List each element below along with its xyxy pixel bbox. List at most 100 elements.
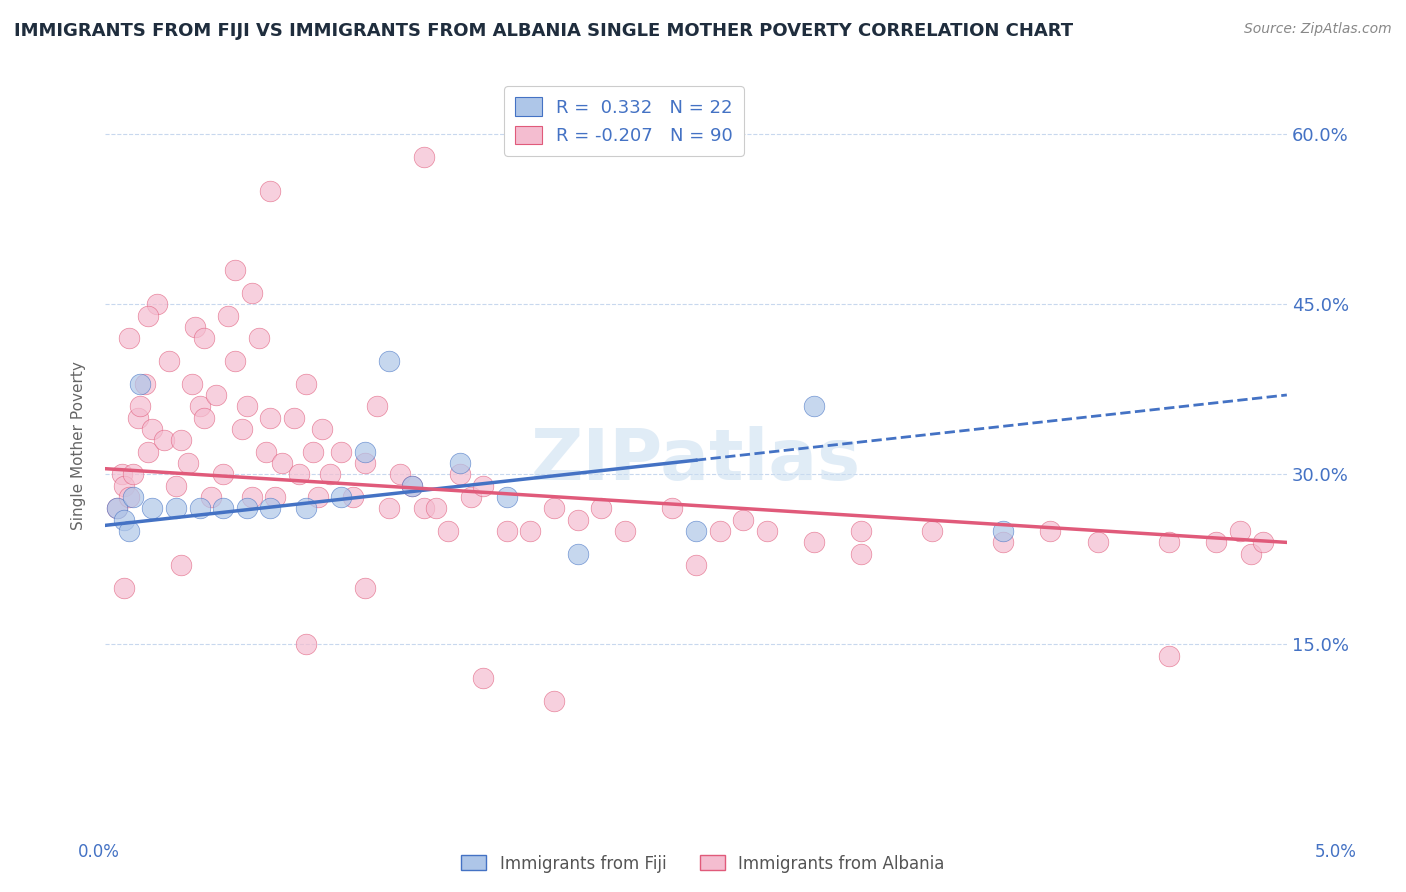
Point <box>193 331 215 345</box>
Point <box>1087 535 1109 549</box>
Point <box>567 547 589 561</box>
Point <box>449 467 471 482</box>
Point <box>1240 547 1263 561</box>
Point <box>591 501 613 516</box>
Point <box>271 456 294 470</box>
Point <box>1229 524 1251 538</box>
Point <box>165 501 187 516</box>
Point <box>295 501 318 516</box>
Point <box>136 444 159 458</box>
Point <box>224 354 246 368</box>
Point <box>157 354 180 368</box>
Point <box>436 524 458 538</box>
Point <box>295 637 318 651</box>
Point <box>495 490 517 504</box>
Point <box>288 467 311 482</box>
Point <box>851 524 873 538</box>
Point <box>661 501 683 516</box>
Point <box>709 524 731 538</box>
Point <box>117 524 139 538</box>
Point <box>460 490 482 504</box>
Point <box>240 285 263 300</box>
Point <box>205 388 228 402</box>
Point <box>169 558 191 572</box>
Point <box>377 501 399 516</box>
Point <box>240 490 263 504</box>
Point <box>122 467 145 482</box>
Text: IMMIGRANTS FROM FIJI VS IMMIGRANTS FROM ALBANIA SINGLE MOTHER POVERTY CORRELATIO: IMMIGRANTS FROM FIJI VS IMMIGRANTS FROM … <box>14 22 1073 40</box>
Point <box>224 263 246 277</box>
Point <box>413 150 436 164</box>
Point <box>153 434 176 448</box>
Point <box>141 501 163 516</box>
Point <box>567 513 589 527</box>
Point <box>259 410 281 425</box>
Point <box>803 535 825 549</box>
Point <box>1251 535 1274 549</box>
Point <box>1157 535 1180 549</box>
Point <box>112 581 135 595</box>
Point <box>401 478 423 492</box>
Point <box>188 501 211 516</box>
Point <box>377 354 399 368</box>
Point <box>105 501 128 516</box>
Point <box>354 456 377 470</box>
Point <box>401 478 423 492</box>
Point <box>236 400 259 414</box>
Point <box>146 297 169 311</box>
Point <box>330 444 353 458</box>
Point <box>614 524 637 538</box>
Point <box>425 501 447 516</box>
Text: Source: ZipAtlas.com: Source: ZipAtlas.com <box>1244 22 1392 37</box>
Point <box>283 410 305 425</box>
Point <box>169 434 191 448</box>
Point <box>330 490 353 504</box>
Point <box>685 524 707 538</box>
Point <box>184 320 207 334</box>
Point <box>141 422 163 436</box>
Point <box>136 309 159 323</box>
Point <box>259 184 281 198</box>
Legend: Immigrants from Fiji, Immigrants from Albania: Immigrants from Fiji, Immigrants from Al… <box>454 848 952 880</box>
Point <box>851 547 873 561</box>
Point <box>134 376 156 391</box>
Point <box>264 490 287 504</box>
Point <box>993 535 1015 549</box>
Point <box>212 501 235 516</box>
Point <box>302 444 325 458</box>
Text: ZIPatlas: ZIPatlas <box>531 426 860 495</box>
Point <box>112 513 135 527</box>
Point <box>354 581 377 595</box>
Point <box>1205 535 1227 549</box>
Point <box>129 400 152 414</box>
Point <box>259 501 281 516</box>
Point <box>129 376 152 391</box>
Point <box>921 524 943 538</box>
Point <box>217 309 239 323</box>
Point <box>193 410 215 425</box>
Point <box>472 478 495 492</box>
Point <box>181 376 204 391</box>
Text: 0.0%: 0.0% <box>77 843 120 861</box>
Point <box>1039 524 1062 538</box>
Point <box>755 524 778 538</box>
Point <box>449 456 471 470</box>
Point <box>993 524 1015 538</box>
Point <box>117 490 139 504</box>
Point <box>295 376 318 391</box>
Point <box>366 400 388 414</box>
Point <box>110 467 132 482</box>
Point <box>519 524 541 538</box>
Point <box>105 501 128 516</box>
Point <box>165 478 187 492</box>
Point <box>307 490 329 504</box>
Point <box>254 444 277 458</box>
Point <box>188 400 211 414</box>
Point <box>212 467 235 482</box>
Point <box>112 478 135 492</box>
Point <box>247 331 270 345</box>
Point <box>472 672 495 686</box>
Point <box>543 694 565 708</box>
Point <box>342 490 364 504</box>
Point <box>318 467 340 482</box>
